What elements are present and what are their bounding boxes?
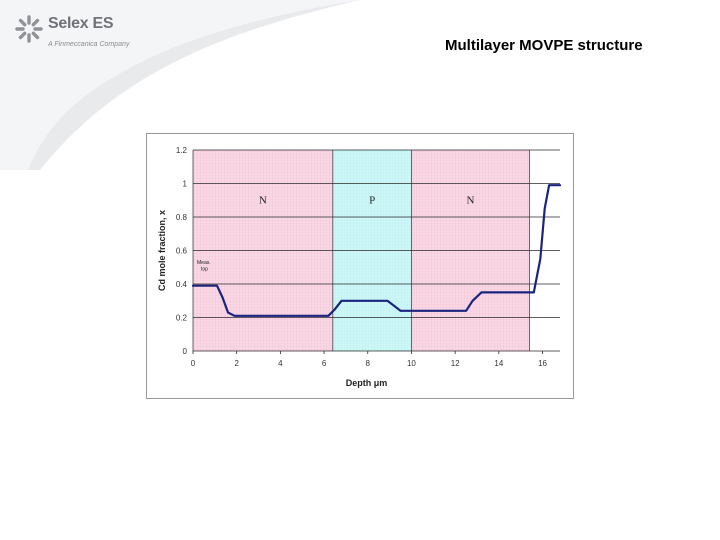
region-label: P — [369, 195, 375, 207]
starburst-logo-icon — [15, 15, 43, 43]
x-tick-label: 2 — [234, 359, 239, 368]
x-tick-label: 16 — [538, 359, 547, 368]
annotation-label: Meas. — [197, 260, 211, 266]
brand-name: Selex ES — [48, 15, 114, 32]
x-tick-label: 8 — [366, 359, 371, 368]
y-tick-label: 0.8 — [176, 213, 188, 222]
company-logo: Selex ES A Finmeccanica Company — [14, 12, 144, 56]
y-tick-label: 1.2 — [176, 146, 188, 155]
y-axis-title: Cd mole fraction, x — [157, 210, 167, 291]
x-tick-label: 4 — [278, 359, 283, 368]
y-tick-label: 0.2 — [176, 314, 188, 323]
cd-fraction-depth-chart: 0 0.2 0.4 0.6 0.8 1 1.2 0 2 4 6 8 10 12 14 16 Depth μm Cd… — [157, 146, 562, 388]
y-tick-label: 1 — [183, 180, 188, 189]
x-tick-label: 0 — [191, 359, 196, 368]
slide-title: Multilayer MOVPE structure — [445, 37, 643, 54]
x-tick-label: 12 — [451, 359, 460, 368]
region-label: N — [466, 195, 474, 207]
x-tick-label: 14 — [494, 359, 503, 368]
y-tick-label: 0 — [183, 347, 188, 356]
annotation-label: top — [201, 267, 208, 273]
y-tick-label: 0.4 — [176, 280, 188, 289]
brand-tagline: A Finmeccanica Company — [48, 41, 130, 48]
x-axis-title: Depth μm — [346, 378, 388, 388]
background-swoosh — [0, 0, 360, 170]
x-tick-label: 10 — [407, 359, 416, 368]
x-tick-label: 6 — [322, 359, 327, 368]
chart-panel: 0 0.2 0.4 0.6 0.8 1 1.2 0 2 4 6 8 10 12 14 16 Depth μm Cd… — [146, 133, 574, 399]
series-line-1 — [191, 184, 562, 317]
region-label: N — [259, 195, 267, 207]
y-tick-label: 0.6 — [176, 247, 188, 256]
